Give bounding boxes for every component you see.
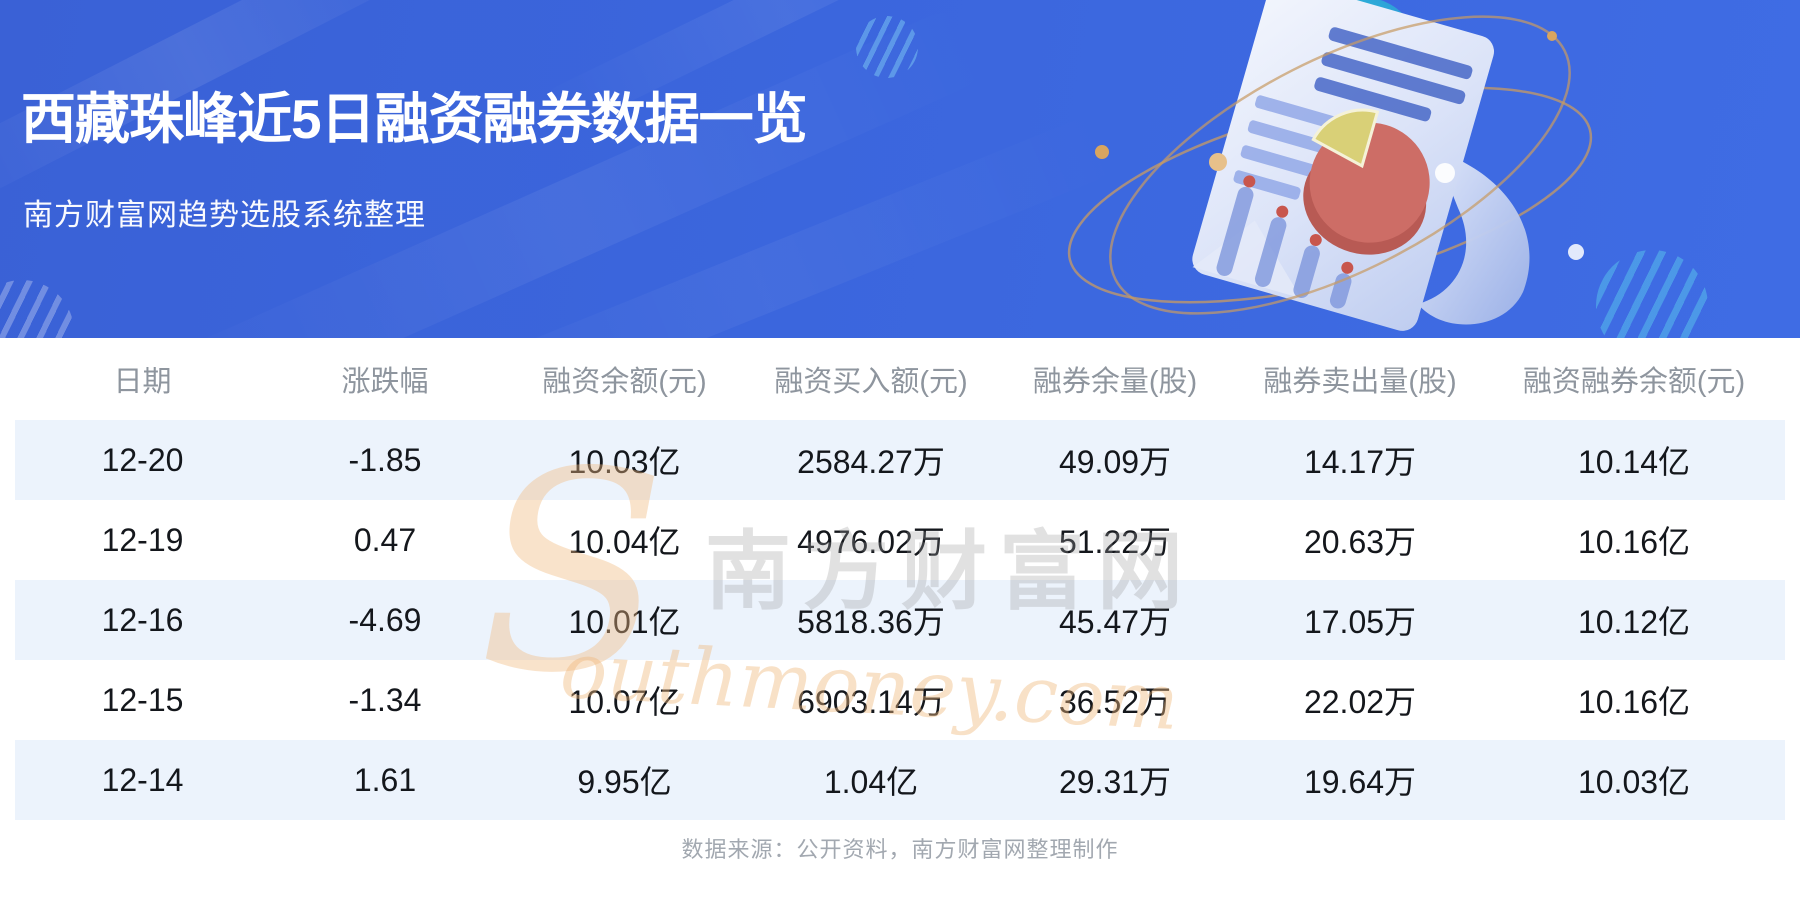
report-illustration (1067, 0, 1593, 331)
striped-circle-decor (856, 16, 918, 78)
table-cell: 10.01亿 (568, 604, 681, 640)
table-row: 12-14 1.61 9.95亿 1.04亿 29.31万 19.64万 10.… (15, 740, 1785, 820)
table-cell: 22.02万 (1303, 684, 1417, 720)
table-cell: 14.17万 (1303, 444, 1417, 480)
table-cell: 45.47万 (1058, 604, 1172, 640)
table-cell: 49.09万 (1058, 444, 1172, 480)
table-cell: 20.63万 (1303, 524, 1417, 560)
orbit-lines (1109, 15, 1571, 315)
table-cell-date: 12-16 (101, 601, 184, 638)
table-cell: 10.04亿 (568, 524, 681, 560)
column-header-total-balance: 融资融券余额(元) (1522, 366, 1746, 398)
striped-circle-decor (1596, 250, 1708, 338)
table-cell: -1.34 (348, 681, 422, 718)
table-cell: 5818.36万 (797, 604, 945, 640)
column-header-change-pct: 涨跌幅 (341, 366, 429, 398)
column-header-financing-balance: 融资余额(元) (542, 366, 707, 398)
table-cell: -4.69 (348, 601, 422, 638)
document-illustration (1192, 0, 1530, 331)
page-title: 西藏珠峰近5日融资融券数据一览 (21, 88, 808, 150)
table-cell: 51.22万 (1058, 524, 1172, 560)
column-header-securities-balance: 融券余量(股) (1032, 366, 1198, 398)
table-cell: 10.03亿 (1577, 764, 1691, 800)
header-banner: 西藏珠峰近5日融资融券数据一览 南方财富网趋势选股系统整理 (0, 0, 1800, 338)
table-row: 12-16 -4.69 10.01亿 5818.36万 45.47万 17.05… (15, 580, 1785, 660)
table-row: 12-19 0.47 10.04亿 4976.02万 51.22万 20.63万… (15, 500, 1785, 580)
table-cell: 29.31万 (1058, 764, 1172, 800)
column-header-date: 日期 (113, 366, 172, 398)
table-row: 12-20 -1.85 10.03亿 2584.27万 49.09万 14.17… (15, 420, 1785, 500)
table-cell: 2584.27万 (797, 444, 945, 480)
table-cell-date: 12-15 (101, 681, 184, 718)
table-cell: 10.16亿 (1577, 524, 1691, 560)
footer-source: 数据来源：公开资料，南方财富网整理制作 (681, 837, 1119, 862)
table-cell: 10.12亿 (1577, 604, 1691, 640)
margin-data-table: 日期 涨跌幅 融资余额(元) 融资买入额(元) 融券余量(股) 融券卖出量(股)… (15, 338, 1785, 820)
table-cell: 9.95亿 (577, 764, 672, 800)
table-cell: 10.16亿 (1577, 684, 1691, 720)
table-cell: 10.14亿 (1577, 444, 1691, 480)
striped-circle-decor (0, 280, 74, 338)
table-cell-date: 12-19 (101, 521, 184, 558)
table-row: 12-15 -1.34 10.07亿 6903.14万 36.52万 22.02… (15, 660, 1785, 740)
table-cell: 10.07亿 (568, 684, 681, 720)
orbit-beads (1095, 31, 1584, 260)
page-subtitle: 南方财富网趋势选股系统整理 (23, 199, 426, 232)
table-cell-date: 12-20 (101, 441, 184, 478)
table-cell: 36.52万 (1058, 684, 1172, 720)
table-cell: 1.61 (353, 761, 417, 798)
table-cell: 0.47 (353, 521, 417, 558)
table-cell: 1.04亿 (823, 764, 919, 800)
table-cell: 10.03亿 (568, 444, 681, 480)
column-header-financing-buy: 融资买入额(元) (774, 366, 968, 398)
table-cell: 19.64万 (1303, 764, 1417, 800)
table-cell: -1.85 (348, 441, 422, 478)
column-header-securities-sold: 融券卖出量(股) (1263, 366, 1457, 398)
table-cell: 17.05万 (1303, 604, 1417, 640)
table-cell-date: 12-14 (101, 761, 184, 798)
table-cell: 6903.14万 (797, 684, 945, 720)
table-header-row: 日期 涨跌幅 融资余额(元) 融资买入额(元) 融券余量(股) 融券卖出量(股)… (15, 338, 1785, 420)
pie-chart-icon (1303, 108, 1430, 255)
table-cell: 4976.02万 (797, 524, 945, 560)
